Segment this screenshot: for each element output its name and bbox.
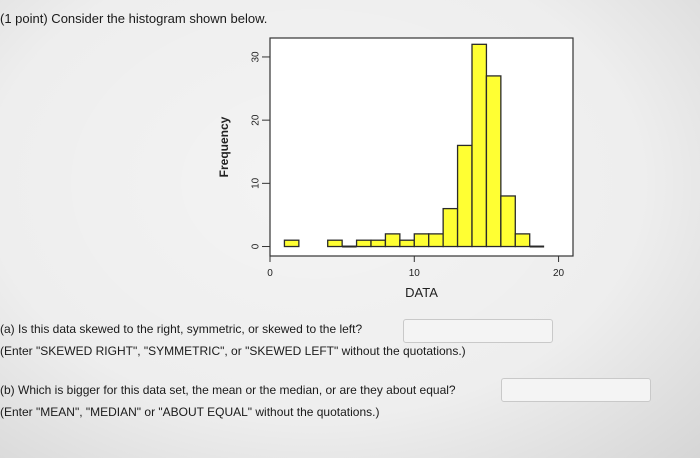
- answer-a-input[interactable]: [403, 319, 553, 343]
- y-tick-label: 10: [251, 177, 262, 189]
- histogram-bar: [399, 239, 415, 248]
- histogram-bar: [442, 207, 459, 248]
- x-tick-label: 10: [409, 268, 421, 279]
- histogram-bar: [384, 233, 401, 248]
- histogram-bar: [370, 239, 387, 248]
- histogram-bar: [514, 233, 531, 248]
- question-a-instructions: (Enter "SKEWED RIGHT", "SYMMETRIC", or "…: [0, 344, 466, 358]
- histogram-chart: 0 10 20 30 0 10 20 DATA Frequency: [217, 37, 574, 300]
- histogram-bar: [413, 233, 430, 248]
- question-b-text: (b) Which is bigger for this data set, t…: [0, 383, 456, 397]
- question-a: (a) Is this data skewed to the right, sy…: [0, 318, 466, 362]
- y-axis-label: Frequency: [217, 116, 231, 177]
- histogram-bar: [500, 195, 516, 248]
- question-b: (b) Which is bigger for this data set, t…: [0, 379, 456, 423]
- histogram-bar: [355, 239, 372, 248]
- histogram-bar: [456, 144, 473, 248]
- problem-header: (1 point) Consider the histogram shown b…: [0, 11, 268, 26]
- plot-area: [269, 37, 574, 257]
- question-a-text: (a) Is this data skewed to the right, sy…: [0, 322, 363, 336]
- histogram-bar: [471, 43, 488, 248]
- x-axis-label: DATA: [405, 285, 438, 300]
- answer-b-input[interactable]: [501, 378, 651, 402]
- histogram-bar: [485, 75, 502, 248]
- histogram-bar: [283, 239, 300, 248]
- y-tick-label: 20: [251, 114, 262, 126]
- x-tick-label: 0: [267, 268, 273, 279]
- x-tick-label: 20: [553, 268, 565, 279]
- histogram-bar: [428, 233, 444, 248]
- y-tick-label: 30: [251, 51, 262, 63]
- question-b-instructions: (Enter "MEAN", "MEDIAN" or "ABOUT EQUAL"…: [0, 405, 380, 419]
- histogram-bar: [327, 239, 343, 248]
- y-tick-label: 0: [251, 243, 262, 249]
